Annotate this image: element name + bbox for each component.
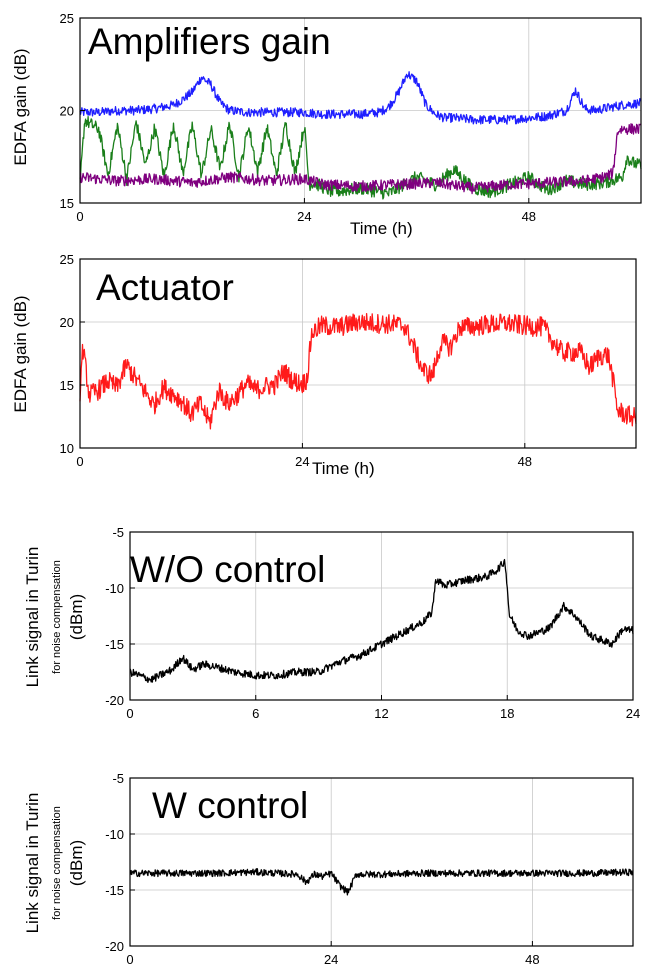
series-line-3	[79, 123, 642, 195]
y-axis-unit: (dBm)	[67, 840, 86, 886]
y-tick-label: 15	[60, 378, 74, 393]
amplifiers-gain-panel: 0 24 48 15 20 25 EDFA gain (dB) Amplifiers gain…	[11, 11, 642, 238]
y-tick-label: 10	[60, 441, 74, 456]
series-line-1	[129, 558, 634, 684]
panel-title: Amplifiers gain	[88, 21, 331, 62]
y-axis-unit: (dBm)	[67, 594, 86, 640]
y-tick-label: -5	[112, 771, 124, 786]
y-tick-label: 15	[60, 196, 74, 211]
x-tick-label: 48	[525, 952, 539, 967]
y-tick-label: 20	[60, 104, 74, 119]
x-tick-label: 48	[518, 454, 532, 469]
series-line-1	[79, 312, 637, 430]
w-control-panel: 0 24 48 -5 -10 -15 -20 Link signal in Turin for …	[23, 771, 634, 967]
panel-title: Actuator	[96, 267, 234, 308]
x-tick-label: 0	[76, 454, 83, 469]
x-axis-label: Time (h)	[350, 219, 413, 238]
y-axis-label: EDFA gain (dB)	[11, 48, 30, 165]
y-tick-label: 20	[60, 315, 74, 330]
y-tick-label: -15	[105, 883, 124, 898]
x-tick-label: 48	[522, 209, 536, 224]
y-axis-label: EDFA gain (dB)	[11, 295, 30, 412]
panel-title: W control	[152, 785, 308, 826]
x-tick-label: 12	[374, 706, 388, 721]
y-tick-label: -20	[105, 693, 124, 708]
y-tick-label: 25	[60, 11, 74, 26]
series-line-1	[79, 71, 642, 125]
y-tick-label: 25	[60, 252, 74, 267]
x-tick-label: 24	[297, 209, 311, 224]
plot-frame	[79, 258, 637, 449]
x-tick-label: 0	[126, 706, 133, 721]
y-tick-label: -10	[105, 827, 124, 842]
series-line-1	[129, 868, 634, 896]
y-axis-sublabel: for noise compensation	[51, 806, 63, 920]
x-tick-label: 0	[76, 209, 83, 224]
wo-control-panel: 0 6 12 18 24 -5 -10 -15 -20 Link signal in Turin f…	[23, 525, 640, 721]
y-axis-label: Link signal in Turin	[23, 793, 42, 934]
panel-title: W/O control	[130, 549, 325, 590]
y-tick-label: -20	[105, 939, 124, 954]
y-tick-label: -15	[105, 637, 124, 652]
x-tick-label: 24	[626, 706, 640, 721]
plot-frame	[129, 777, 634, 947]
y-axis-label: Link signal in Turin	[23, 547, 42, 688]
series-line-2	[79, 116, 642, 200]
y-tick-label: -5	[112, 525, 124, 540]
actuator-panel: 0 24 48 10 15 20 25 EDFA gain (dB) Actuator Time …	[11, 252, 637, 478]
y-tick-label: -10	[105, 581, 124, 596]
x-tick-label: 0	[126, 952, 133, 967]
x-axis-label: Time (h)	[312, 459, 375, 478]
x-tick-label: 24	[295, 454, 309, 469]
x-tick-label: 24	[324, 952, 338, 967]
x-tick-label: 18	[500, 706, 514, 721]
x-tick-label: 6	[252, 706, 259, 721]
y-axis-sublabel: for noise compensation	[51, 560, 63, 674]
